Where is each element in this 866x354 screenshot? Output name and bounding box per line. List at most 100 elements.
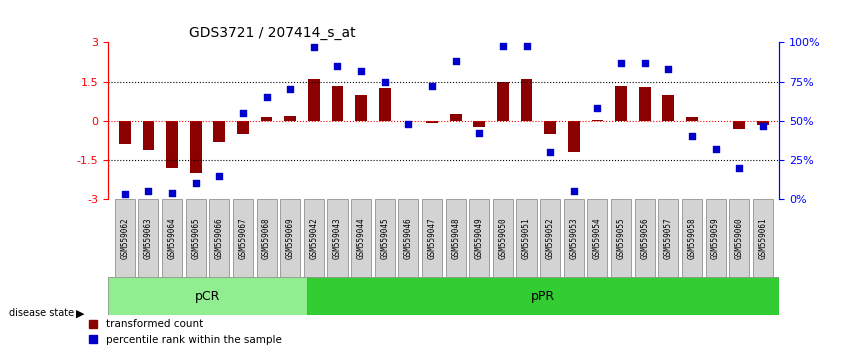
Text: GSM559047: GSM559047 [428,217,436,259]
Point [685,134,699,139]
Bar [639,87,650,121]
Bar [261,117,273,121]
Bar [284,116,296,121]
FancyBboxPatch shape [564,199,584,278]
Text: pPR: pPR [531,290,555,303]
FancyBboxPatch shape [351,199,372,278]
Text: GSM559054: GSM559054 [593,217,602,259]
Legend: transformed count, percentile rank within the sample: transformed count, percentile rank withi… [83,315,286,349]
Point [425,84,439,89]
FancyBboxPatch shape [304,199,324,278]
Point [708,146,722,152]
Point [260,95,274,100]
Bar [449,114,462,121]
Text: GSM559052: GSM559052 [546,217,554,259]
Text: GSM559055: GSM559055 [617,217,625,259]
Point [733,165,746,171]
Text: GSM559069: GSM559069 [286,217,294,259]
Text: GDS3721 / 207414_s_at: GDS3721 / 207414_s_at [189,26,355,40]
Bar [734,121,745,129]
Bar [308,79,320,121]
FancyBboxPatch shape [540,199,560,278]
FancyBboxPatch shape [729,199,749,278]
Bar [143,121,154,149]
Bar [591,120,604,121]
Point [637,60,651,66]
Text: GSM559045: GSM559045 [380,217,389,259]
Text: GSM559058: GSM559058 [688,217,696,259]
Text: ▶: ▶ [76,308,85,318]
Text: GSM559056: GSM559056 [640,217,650,259]
Point [520,43,533,48]
Bar [662,95,675,121]
Text: GSM559050: GSM559050 [499,217,507,259]
FancyBboxPatch shape [256,199,276,278]
FancyBboxPatch shape [185,199,206,278]
Point [756,123,770,129]
Bar [686,117,698,121]
FancyBboxPatch shape [611,199,631,278]
Text: GSM559060: GSM559060 [734,217,744,259]
Bar [615,86,627,121]
Text: GSM559048: GSM559048 [451,217,460,259]
FancyBboxPatch shape [162,199,182,278]
Bar [378,88,391,121]
Point [354,68,368,74]
FancyBboxPatch shape [422,199,442,278]
Text: GSM559068: GSM559068 [262,217,271,259]
Bar [355,95,367,121]
Text: GSM559065: GSM559065 [191,217,200,259]
FancyBboxPatch shape [398,199,418,278]
Point [141,188,155,194]
Text: GSM559044: GSM559044 [357,217,365,259]
Point [496,43,510,48]
Text: GSM559067: GSM559067 [238,217,248,259]
Text: GSM559061: GSM559061 [759,217,767,259]
Point [543,149,557,155]
FancyBboxPatch shape [587,199,607,278]
Bar [497,82,509,121]
Bar [474,121,485,127]
Point [472,131,486,136]
FancyBboxPatch shape [682,199,702,278]
Bar [213,121,225,142]
Text: GSM559049: GSM559049 [475,217,484,259]
Bar [568,121,579,152]
FancyBboxPatch shape [281,199,301,278]
Bar [332,86,344,121]
FancyBboxPatch shape [139,199,158,278]
FancyBboxPatch shape [327,199,347,278]
FancyBboxPatch shape [375,199,395,278]
Text: GSM559046: GSM559046 [404,217,413,259]
Point [212,173,226,178]
FancyBboxPatch shape [210,199,229,278]
Point [591,105,604,111]
Point [378,79,391,85]
FancyBboxPatch shape [706,199,726,278]
Point [614,60,628,66]
Text: GSM559064: GSM559064 [167,217,177,259]
Text: GSM559063: GSM559063 [144,217,153,259]
Point [331,63,345,69]
FancyBboxPatch shape [233,199,253,278]
Text: GSM559043: GSM559043 [333,217,342,259]
FancyBboxPatch shape [307,278,779,315]
Bar [166,121,178,168]
Text: pCR: pCR [195,290,220,303]
Text: GSM559051: GSM559051 [522,217,531,259]
FancyBboxPatch shape [446,199,466,278]
Bar [757,121,769,125]
Text: GSM559059: GSM559059 [711,217,721,259]
FancyBboxPatch shape [108,278,307,315]
Bar [119,121,131,144]
Text: GSM559042: GSM559042 [309,217,319,259]
Point [189,181,203,186]
Point [165,190,179,196]
Bar [520,79,533,121]
Text: GSM559066: GSM559066 [215,217,223,259]
Bar [426,121,438,124]
Point [307,44,320,50]
Point [567,188,581,194]
FancyBboxPatch shape [516,199,537,278]
FancyBboxPatch shape [115,199,135,278]
